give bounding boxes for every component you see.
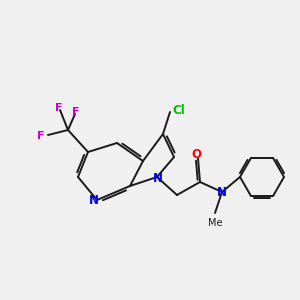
Text: O: O [191, 148, 201, 161]
Text: N: N [153, 172, 163, 184]
Text: F: F [55, 103, 63, 113]
Text: N: N [217, 185, 227, 199]
Text: Cl: Cl [172, 103, 185, 116]
Text: Me: Me [208, 218, 222, 228]
Text: F: F [72, 107, 80, 117]
Text: N: N [89, 194, 99, 208]
Text: F: F [38, 131, 45, 141]
